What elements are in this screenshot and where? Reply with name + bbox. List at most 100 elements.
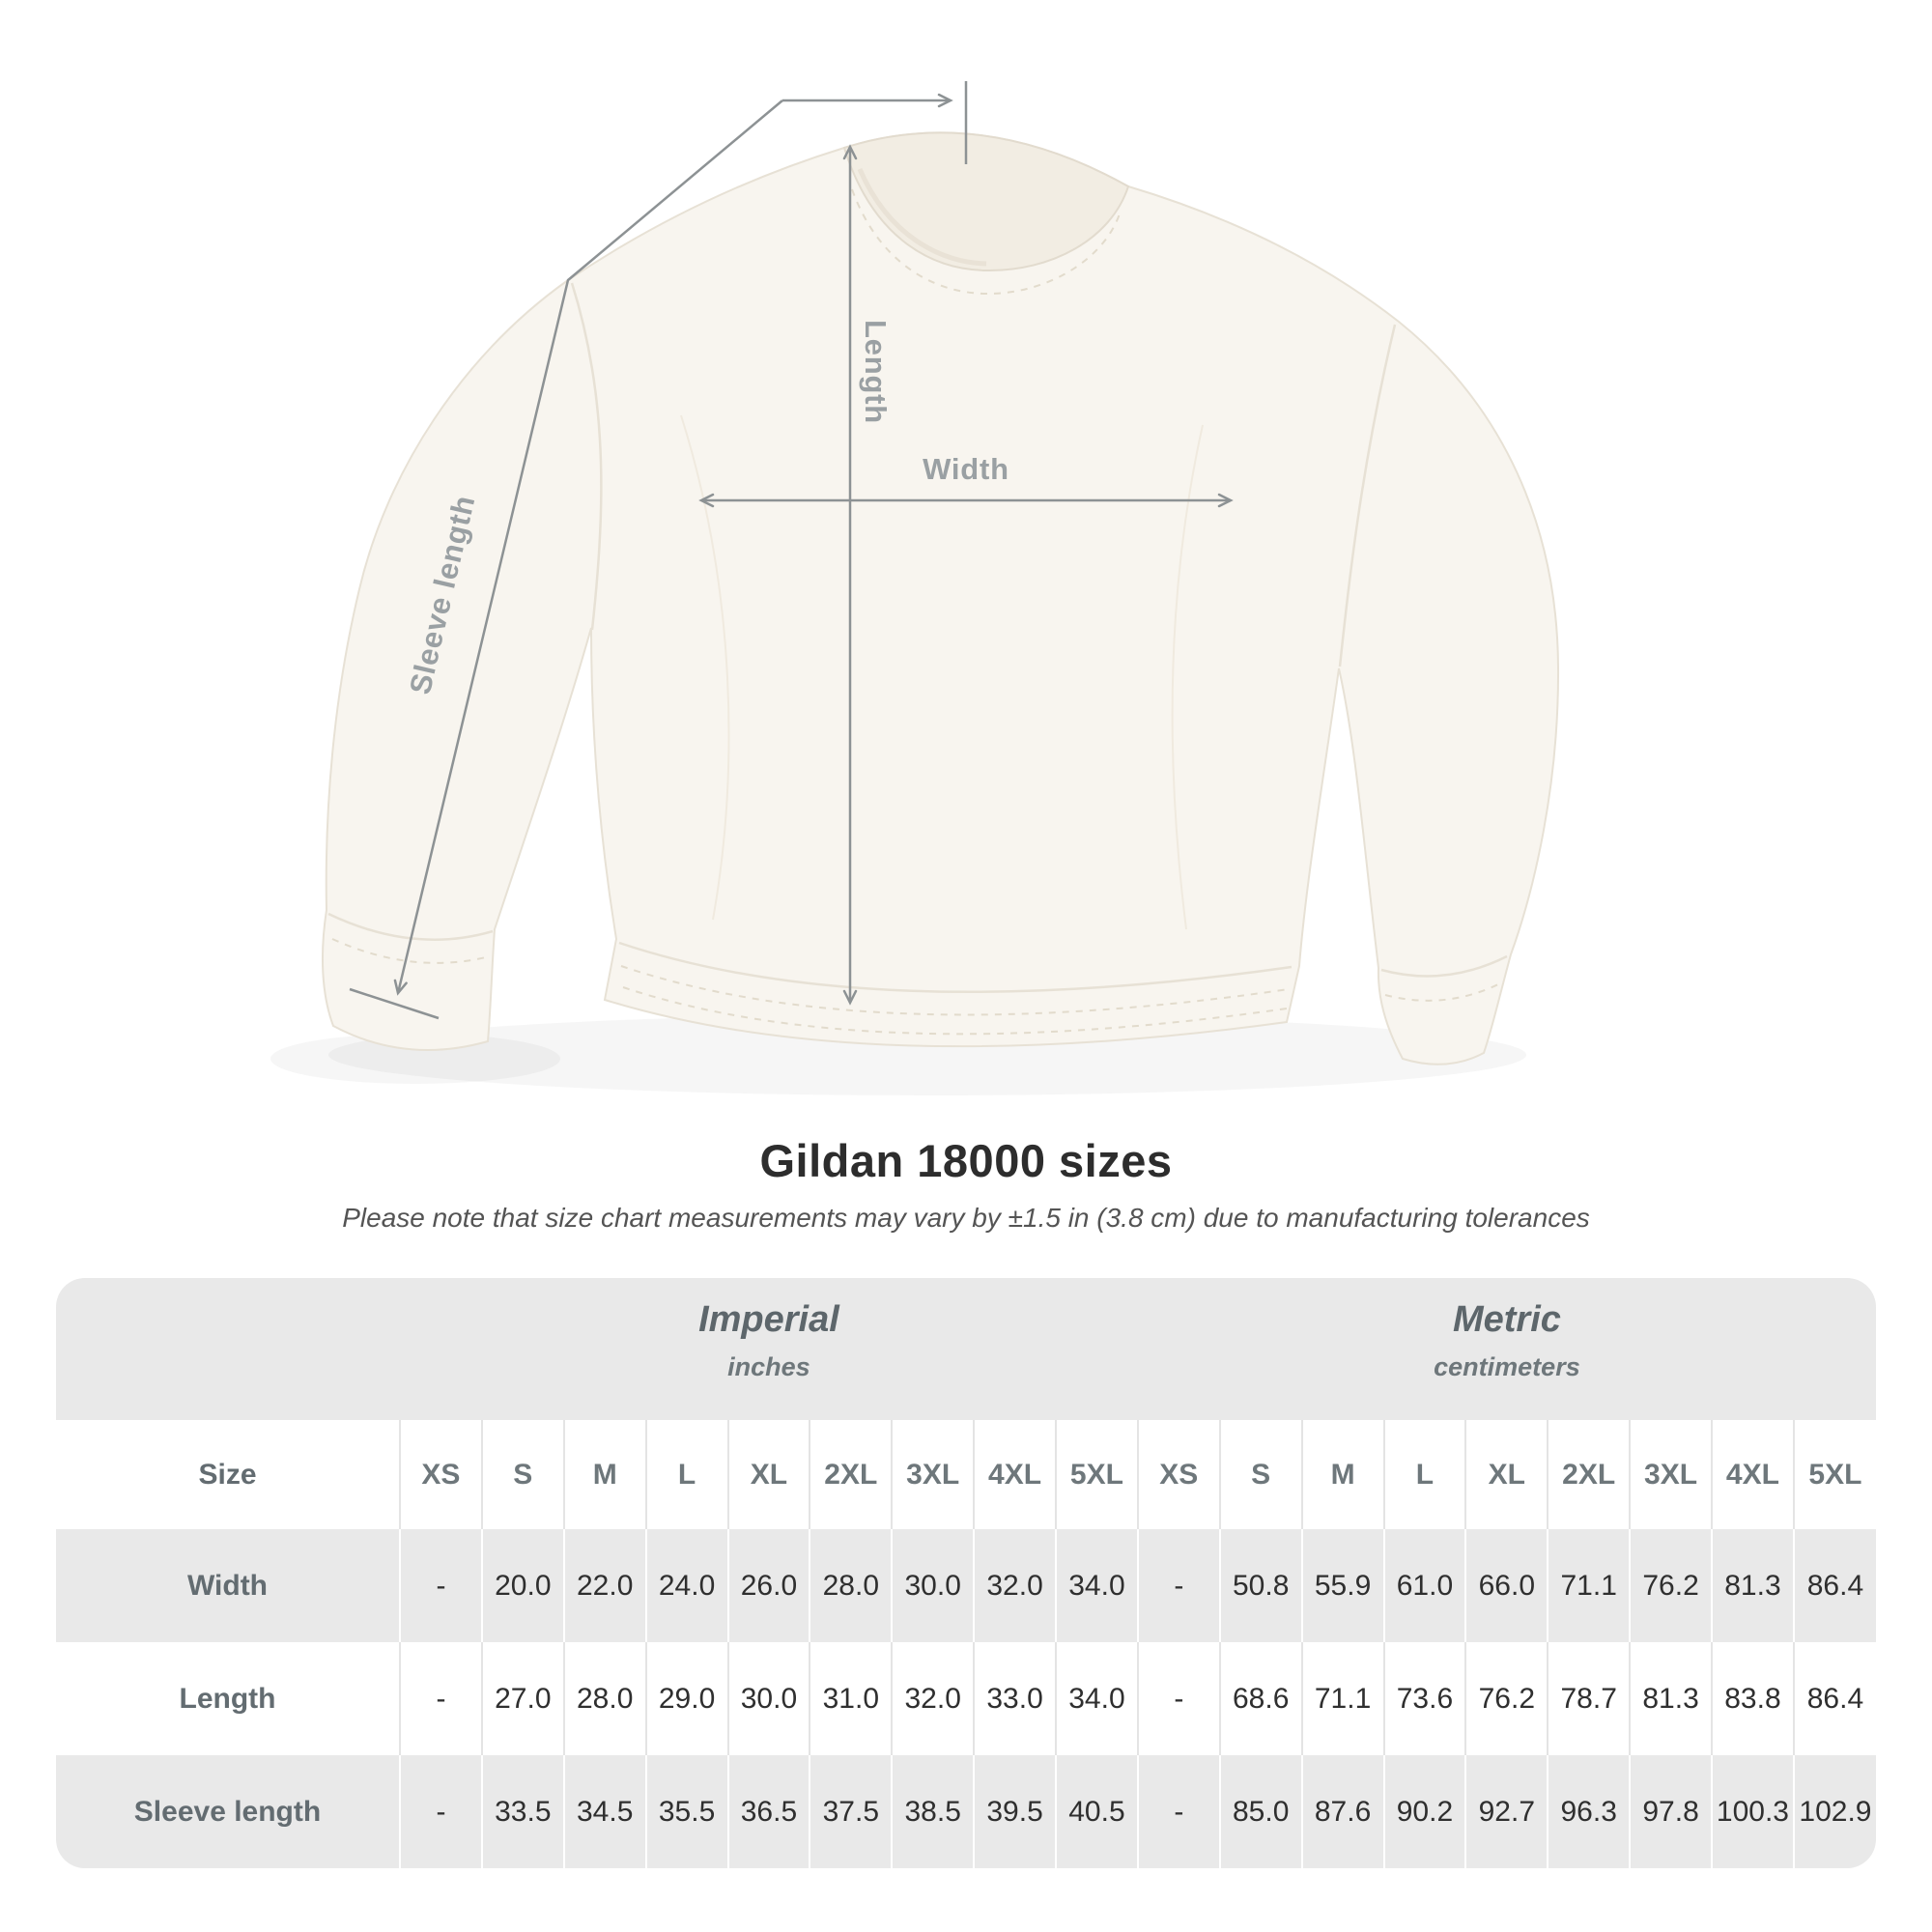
size-column-header: 5XL — [1055, 1420, 1138, 1529]
table-corner — [56, 1278, 400, 1420]
sweatshirt-diagram: Length Width Sleeve length — [322, 81, 1560, 1065]
measurement-value: 66.0 — [1464, 1529, 1548, 1642]
size-column-header: M — [1300, 1420, 1384, 1529]
row-label: Length — [179, 1682, 276, 1715]
measurement-value: 87.6 — [1300, 1755, 1384, 1868]
right-body-fold — [1171, 424, 1204, 930]
measurement-value: 32.0 — [891, 1642, 975, 1755]
right-sleeve-seam — [1338, 324, 1397, 668]
left-cuff-stitch — [331, 938, 491, 964]
measurement-value: 26.0 — [726, 1529, 810, 1642]
measurement-value: 36.5 — [726, 1755, 810, 1868]
size-column-header: XL — [726, 1420, 810, 1529]
measurement-value: 35.5 — [644, 1755, 728, 1868]
collar-stitch — [851, 188, 1122, 296]
hem-seam — [618, 941, 1293, 994]
size-column-header: L — [1382, 1420, 1466, 1529]
measurement-value: 81.3 — [1629, 1642, 1712, 1755]
left-body-fold — [680, 414, 730, 921]
size-column-header: XS — [1136, 1420, 1220, 1529]
measurement-value: 30.0 — [891, 1529, 975, 1642]
measurement-value: 29.0 — [644, 1642, 728, 1755]
measurement-value: 85.0 — [1218, 1755, 1302, 1868]
measurement-value: - — [1136, 1755, 1220, 1868]
right-cuff-stitch — [1384, 982, 1501, 1002]
size-column-header: 2XL — [1547, 1420, 1631, 1529]
size-column-header: 5XL — [1792, 1420, 1876, 1529]
size-column-header: 3XL — [1629, 1420, 1712, 1529]
sleeve-end-tick — [349, 987, 440, 1020]
size-column-header: 4XL — [973, 1420, 1056, 1529]
measurement-value: 27.0 — [480, 1642, 564, 1755]
measurement-value: 34.5 — [562, 1755, 646, 1868]
units-header-row: Imperial inches Metric centimeters — [56, 1278, 1876, 1420]
sizes-header-row: Size XS S M L XL 2XL 3XL 4XL 5XL XS S M L XL 2XL 3XL 4XL… — [56, 1420, 1876, 1529]
right-cuff-seam — [1380, 954, 1508, 978]
size-column-header: XS — [399, 1420, 482, 1529]
measurement-value: 102.9 — [1792, 1755, 1876, 1868]
measurement-value: 20.0 — [480, 1529, 564, 1642]
measurement-value: 55.9 — [1300, 1529, 1384, 1642]
imperial-header: Imperial inches — [400, 1278, 1138, 1420]
measurement-value: 86.4 — [1792, 1642, 1876, 1755]
measurement-row: Sleeve length -33.5 34.5 35.5 36.5 37.5 38.5 39… — [56, 1755, 1876, 1868]
measurement-value: 28.0 — [809, 1529, 893, 1642]
measurement-value: 28.0 — [562, 1642, 646, 1755]
measurement-value: 68.6 — [1218, 1642, 1302, 1755]
size-column-header: M — [562, 1420, 646, 1529]
measurement-value: 73.6 — [1382, 1642, 1466, 1755]
measurement-value: - — [1136, 1642, 1220, 1755]
measurement-value: 40.5 — [1055, 1755, 1138, 1868]
hem-stitch-1 — [620, 965, 1290, 1016]
measurement-value: 30.0 — [726, 1642, 810, 1755]
length-label: Length — [859, 320, 893, 424]
size-table-grid: Imperial inches Metric centimeters Size … — [56, 1278, 1876, 1868]
measurement-value: 71.1 — [1300, 1642, 1384, 1755]
measurement-value: 31.0 — [809, 1642, 893, 1755]
measurement-value: 38.5 — [891, 1755, 975, 1868]
measurement-value: - — [399, 1529, 482, 1642]
size-column-header: 3XL — [891, 1420, 975, 1529]
measurement-value: - — [399, 1755, 482, 1868]
imperial-unit: inches — [727, 1352, 810, 1381]
measurement-value: 61.0 — [1382, 1529, 1466, 1642]
measurement-value: 96.3 — [1547, 1755, 1631, 1868]
measurement-value: 39.5 — [973, 1755, 1056, 1868]
measurement-value: 81.3 — [1711, 1529, 1794, 1642]
measurement-value: 32.0 — [973, 1529, 1056, 1642]
measurement-value: 34.0 — [1055, 1642, 1138, 1755]
measurement-value: - — [399, 1642, 482, 1755]
measurement-value: 92.7 — [1464, 1755, 1548, 1868]
collar-inner-shadow — [857, 168, 987, 267]
size-column-header: 4XL — [1711, 1420, 1794, 1529]
measurement-value: 78.7 — [1547, 1642, 1631, 1755]
metric-unit: centimeters — [1434, 1352, 1580, 1381]
sleeve-length-line — [393, 99, 783, 996]
size-column-header: S — [480, 1420, 564, 1529]
left-sleeve-seam — [570, 282, 603, 631]
tolerance-note: Please note that size chart measurements… — [342, 1203, 1590, 1233]
size-column-header: L — [644, 1420, 728, 1529]
measurement-value: 34.0 — [1055, 1529, 1138, 1642]
measurement-value: 33.0 — [973, 1642, 1056, 1755]
width-label: Width — [923, 452, 1009, 486]
imperial-title: Imperial — [698, 1299, 839, 1340]
measurement-value: 86.4 — [1792, 1529, 1876, 1642]
measurement-value: 50.8 — [1218, 1529, 1302, 1642]
measurement-value: 97.8 — [1629, 1755, 1712, 1868]
measurement-value: 76.2 — [1629, 1529, 1712, 1642]
measurement-row: Length -27.0 28.0 29.0 30.0 31.0 32.0 33.0 34.0-… — [56, 1642, 1876, 1755]
sweatshirt-graphic — [322, 131, 1560, 1065]
row-label: Sleeve length — [56, 1755, 400, 1868]
measurement-value: 33.5 — [480, 1755, 564, 1868]
measurement-value: 76.2 — [1464, 1642, 1548, 1755]
measurement-value: 71.1 — [1547, 1529, 1631, 1642]
measurement-value: 100.3 — [1711, 1755, 1794, 1868]
measurement-value: 22.0 — [562, 1529, 646, 1642]
measurement-value: 83.8 — [1711, 1642, 1794, 1755]
size-column-header: XL — [1464, 1420, 1548, 1529]
page-title: Gildan 18000 sizes — [759, 1135, 1173, 1186]
metric-title: Metric — [1452, 1299, 1561, 1340]
measurement-value: 24.0 — [644, 1529, 728, 1642]
